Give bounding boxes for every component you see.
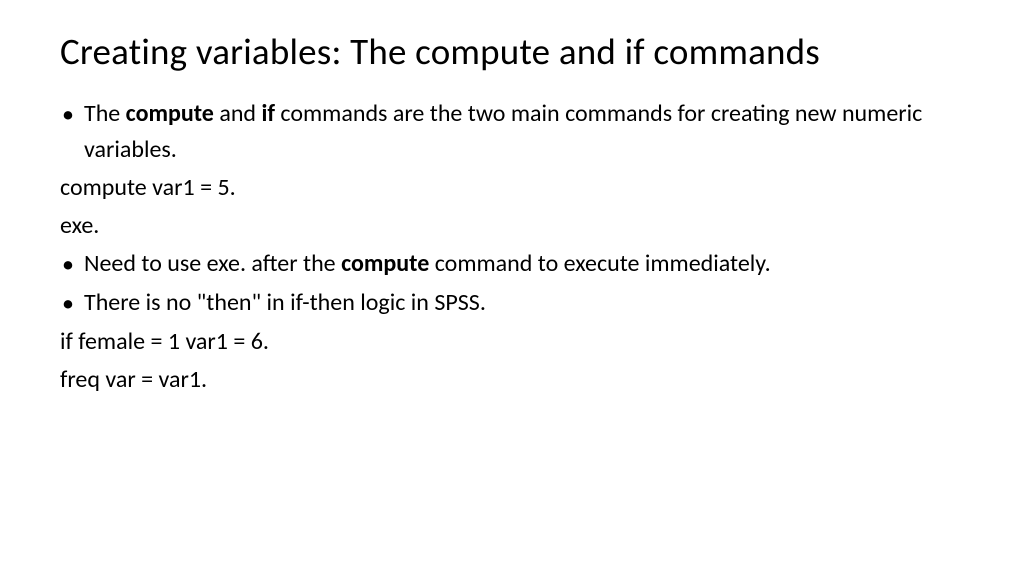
bullet-marker: • (60, 96, 84, 133)
code-line: exe. (60, 208, 964, 244)
bullet-text: There is no "then" in if-then logic in S… (84, 285, 964, 321)
bullet-marker: • (60, 246, 84, 283)
slide: Creating variables: The compute and if c… (0, 0, 1024, 576)
text-bold: if (261, 99, 275, 128)
text-segment: and (214, 99, 262, 128)
bullet-item: • The compute and if commands are the tw… (60, 96, 964, 168)
text-segment: The (84, 99, 126, 128)
code-line: compute var1 = 5. (60, 170, 964, 206)
text-segment: Need to use exe. after the (84, 249, 341, 278)
bullet-text: Need to use exe. after the compute comma… (84, 246, 964, 282)
bullet-item: • Need to use exe. after the compute com… (60, 246, 964, 283)
bullet-marker: • (60, 285, 84, 322)
slide-body: • The compute and if commands are the tw… (60, 96, 964, 398)
code-line: if female = 1 var1 = 6. (60, 324, 964, 360)
text-bold: compute (341, 249, 429, 278)
bullet-text: The compute and if commands are the two … (84, 96, 964, 168)
slide-title: Creating variables: The compute and if c… (60, 30, 964, 74)
text-segment: command to execute immediately. (429, 249, 770, 278)
text-bold: compute (126, 99, 214, 128)
code-line: freq var = var1. (60, 362, 964, 398)
bullet-item: • There is no "then" in if-then logic in… (60, 285, 964, 322)
